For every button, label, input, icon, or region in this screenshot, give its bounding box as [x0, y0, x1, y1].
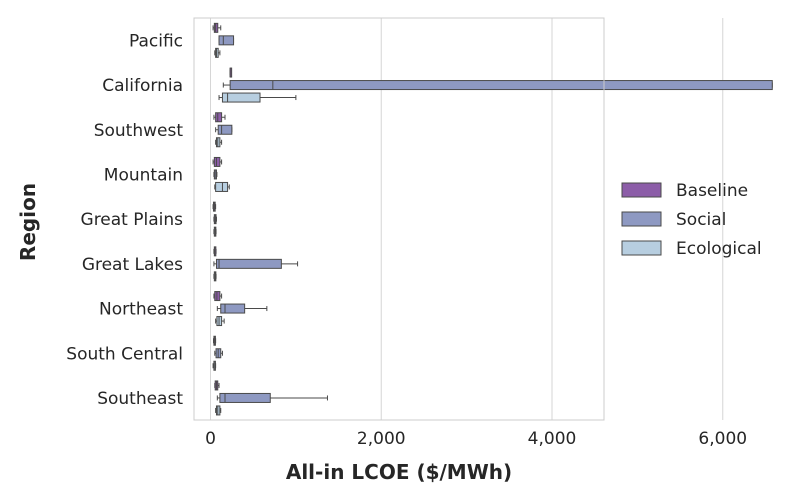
- box-social-7: [214, 348, 223, 359]
- box-ecological-4: [213, 226, 217, 237]
- box-baseline-0: [212, 22, 222, 33]
- box-ecological-7: [212, 360, 217, 371]
- box-social-2: [215, 124, 233, 135]
- x-tick-label-3: 6,000: [698, 429, 747, 449]
- y-tick-label-2: Southwest: [94, 121, 184, 141]
- box-baseline-4: [212, 201, 217, 212]
- box-iqr: [215, 258, 282, 269]
- box-iqr: [215, 112, 223, 123]
- box-baseline-7: [212, 335, 217, 346]
- box-series-layer: [212, 22, 773, 416]
- legend-swatch-social: [621, 211, 662, 227]
- y-tick-label-8: Southeast: [97, 389, 183, 409]
- box-iqr: [221, 92, 261, 103]
- box-iqr: [218, 35, 235, 46]
- box-social-5: [213, 258, 299, 269]
- box-social-6: [216, 303, 268, 314]
- legend-label-baseline: Baseline: [676, 181, 748, 201]
- y-tick-label-4: Great Plains: [81, 210, 184, 230]
- x-axis-title: All-in LCOE ($/MWh): [286, 460, 512, 484]
- box-ecological-2: [215, 137, 223, 148]
- box-baseline-6: [213, 291, 223, 302]
- box-ecological-0: [214, 47, 221, 58]
- box-ecological-5: [213, 271, 217, 282]
- y-tick-label-1: California: [102, 76, 183, 96]
- box-ecological-1: [218, 92, 297, 103]
- box-social-0: [218, 35, 235, 46]
- box-social-8: [216, 392, 328, 403]
- series-ecological: [212, 47, 297, 416]
- x-tick-label-1: 2,000: [357, 429, 406, 449]
- legend-label-ecological: Ecological: [676, 239, 762, 259]
- y-axis-title: Region: [16, 183, 40, 261]
- y-tick-label-7: South Central: [66, 344, 183, 364]
- box-social-1: [222, 80, 773, 91]
- legend-swatch-ecological: [621, 240, 662, 256]
- legend-swatch-baseline: [621, 182, 662, 198]
- box-baseline-5: [213, 246, 217, 257]
- box-baseline-2: [213, 112, 226, 123]
- box-baseline-1: [229, 67, 233, 78]
- x-tick-label-2: 4,000: [528, 429, 577, 449]
- y-tick-label-3: Mountain: [104, 165, 183, 185]
- box-social-3: [213, 169, 218, 180]
- y-tick-label-5: Great Lakes: [82, 255, 183, 275]
- box-iqr: [219, 392, 271, 403]
- series-social: [213, 35, 773, 403]
- x-tick-labels: 0 2,000 4,000 6,000: [205, 429, 747, 449]
- series-baseline: [212, 22, 233, 391]
- plot-area-frame: [193, 17, 605, 421]
- y-tick-label-0: Pacific: [129, 31, 183, 51]
- legend-label-social: Social: [676, 210, 726, 230]
- box-iqr: [217, 124, 233, 135]
- y-tick-labels: Pacific California Southwest Mountain Great …: [66, 31, 183, 409]
- plot-area-background: [194, 18, 604, 420]
- box-baseline-3: [212, 156, 223, 167]
- box-ecological-3: [214, 181, 230, 192]
- y-tick-label-6: Northeast: [99, 300, 183, 320]
- box-iqr: [220, 303, 246, 314]
- x-tick-label-0: 0: [205, 429, 216, 449]
- box-ecological-6: [215, 316, 225, 327]
- box-iqr: [229, 80, 773, 91]
- box-iqr: [215, 181, 229, 192]
- box-iqr: [213, 156, 221, 167]
- box-baseline-8: [214, 380, 220, 391]
- box-social-4: [213, 214, 217, 225]
- box-ecological-8: [215, 405, 222, 416]
- legend: Baseline Social Ecological: [621, 181, 762, 259]
